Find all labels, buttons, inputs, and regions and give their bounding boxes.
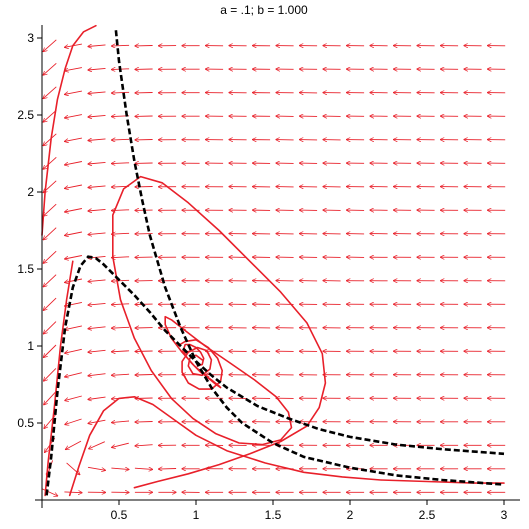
field-arrow <box>65 137 82 141</box>
field-arrow <box>64 492 82 493</box>
field-arrow <box>88 303 106 305</box>
field-arrow <box>111 374 130 375</box>
field-arrow <box>65 278 82 283</box>
field-arrow <box>111 468 129 469</box>
field-arrow <box>88 350 106 352</box>
field-arrow <box>43 227 57 240</box>
trajectory-5 <box>176 339 223 390</box>
field-arrow <box>88 396 106 399</box>
direction-field <box>41 39 506 496</box>
nullclines <box>45 30 505 496</box>
field-arrow <box>65 325 82 330</box>
field-arrow <box>44 391 57 405</box>
x-tick-label: 3 <box>501 508 508 522</box>
field-arrow <box>65 255 82 260</box>
field-arrow <box>135 375 153 376</box>
field-arrow <box>111 92 130 93</box>
field-arrow <box>87 466 105 470</box>
field-arrow <box>65 161 82 165</box>
nullcline-1 <box>45 255 505 496</box>
field-arrow <box>111 139 130 140</box>
field-arrow <box>111 45 130 46</box>
field-arrow <box>43 274 57 287</box>
field-arrow <box>88 374 106 376</box>
field-arrow <box>65 372 82 377</box>
field-arrow <box>134 468 153 469</box>
field-arrow <box>88 209 106 211</box>
field-arrow <box>89 441 105 449</box>
y-axis-ticks: 0.5 1 1.5 2 2.5 3 <box>17 31 42 430</box>
x-tick-label: 2.5 <box>419 508 436 522</box>
nullcline-2 <box>114 30 505 486</box>
field-arrow <box>88 233 106 235</box>
x-tick-label: 0.5 <box>111 508 128 522</box>
x-tick-label: 2 <box>347 508 354 522</box>
field-arrow <box>158 469 177 470</box>
field-arrow <box>43 344 57 358</box>
solution-curves <box>41 24 505 497</box>
field-arrow <box>111 421 130 423</box>
field-arrow <box>88 327 106 329</box>
field-arrow <box>88 45 106 47</box>
field-arrow <box>135 422 153 423</box>
y-tick-label: 2.5 <box>17 108 34 122</box>
field-arrow <box>111 351 130 352</box>
field-arrow <box>111 233 130 234</box>
field-arrow <box>111 304 130 305</box>
field-arrow <box>43 250 57 263</box>
field-arrow <box>65 208 82 213</box>
field-arrow <box>65 231 82 236</box>
x-tick-label: 1.5 <box>265 508 282 522</box>
field-arrow <box>65 348 82 353</box>
field-arrow <box>41 488 58 496</box>
field-arrow <box>43 62 57 75</box>
field-arrow <box>88 92 106 94</box>
field-arrow <box>44 368 57 381</box>
field-arrow <box>43 39 57 52</box>
field-arrow <box>43 86 57 99</box>
field-arrow <box>111 327 130 328</box>
field-arrow <box>65 90 82 94</box>
field-arrow <box>65 418 82 425</box>
x-tick-label: 1 <box>193 508 200 522</box>
field-arrow <box>65 67 82 71</box>
field-arrow <box>65 301 82 306</box>
trajectory-4 <box>112 175 327 489</box>
x-axis-ticks: 0.5 1 1.5 2 2.5 3 <box>111 500 508 522</box>
chart-title: a = .1; b = 1.000 <box>220 3 308 17</box>
field-arrow <box>111 163 130 164</box>
trajectory-2 <box>44 260 74 497</box>
field-arrow <box>43 156 57 169</box>
field-arrow <box>43 321 57 334</box>
field-arrow <box>88 162 106 164</box>
field-arrow <box>135 445 153 446</box>
y-tick-label: 3 <box>27 31 34 45</box>
field-arrow <box>65 440 82 449</box>
field-arrow <box>88 139 106 141</box>
field-arrow <box>43 297 57 310</box>
field-arrow <box>43 203 57 216</box>
trajectory-1 <box>41 24 97 236</box>
y-tick-label: 0.5 <box>17 416 34 430</box>
field-arrow <box>65 114 82 118</box>
y-tick-label: 1 <box>27 339 34 353</box>
field-arrow <box>65 184 82 188</box>
field-arrow <box>88 115 106 117</box>
field-arrow <box>43 109 57 122</box>
field-arrow <box>111 257 130 258</box>
field-arrow <box>88 280 106 282</box>
y-tick-label: 2 <box>27 185 34 199</box>
field-arrow <box>88 186 106 188</box>
y-tick-label: 1.5 <box>17 262 34 276</box>
field-arrow <box>135 351 153 352</box>
field-arrow <box>88 68 106 70</box>
field-arrow <box>43 133 57 146</box>
axes <box>35 25 520 508</box>
field-arrow <box>65 395 82 401</box>
field-arrow <box>112 442 129 447</box>
trajectory-3 <box>68 396 505 497</box>
field-arrow <box>111 280 130 281</box>
